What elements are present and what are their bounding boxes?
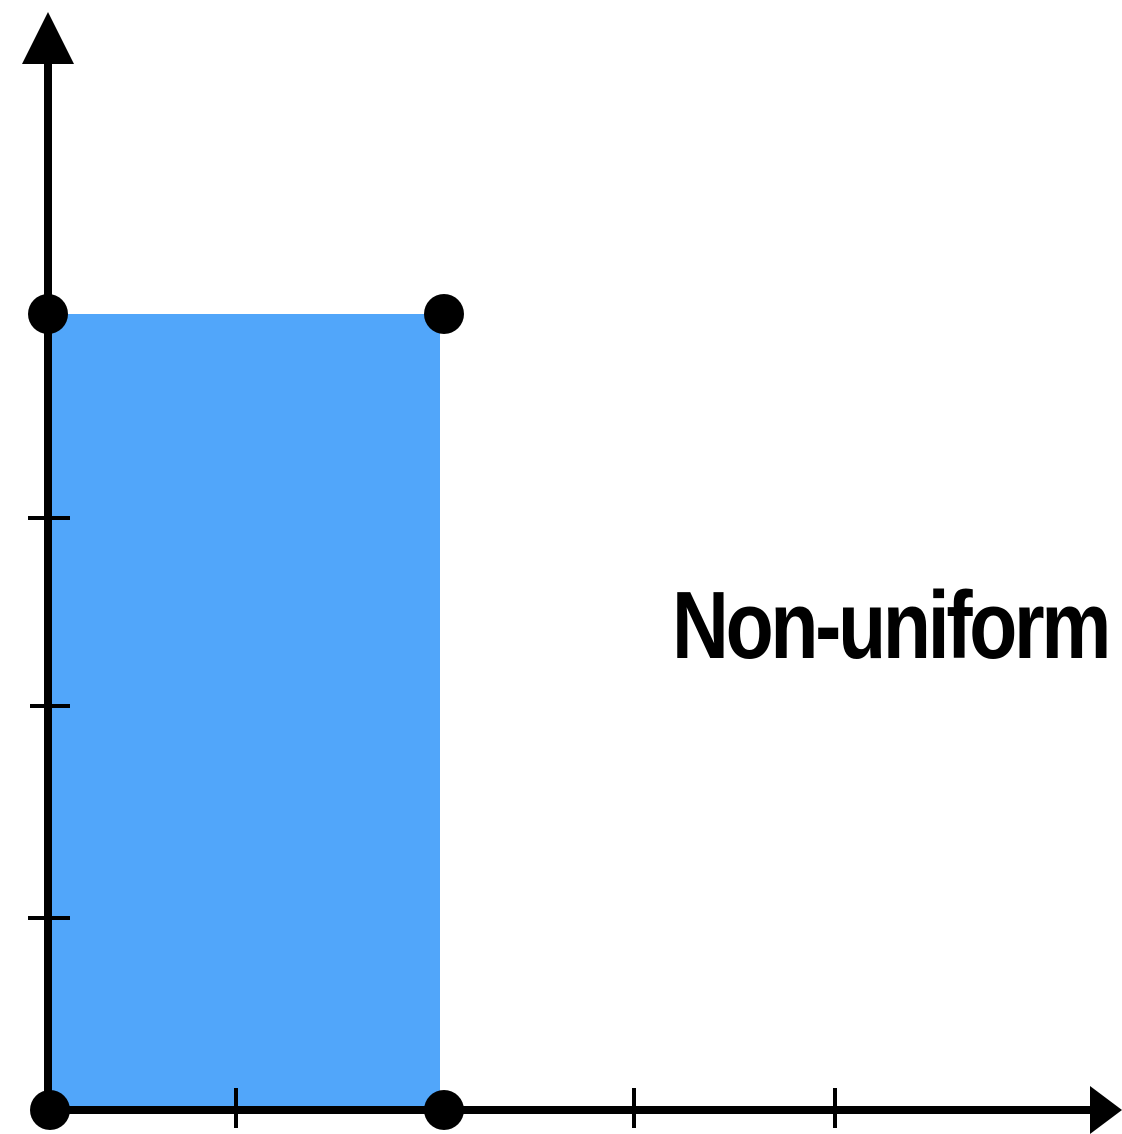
vertex-bottom-right — [424, 1090, 464, 1130]
vertex-top-left — [28, 294, 68, 334]
vertex-top-right — [424, 294, 464, 334]
shaded-rectangle — [48, 314, 440, 1112]
x-axis-arrowhead — [1090, 1086, 1122, 1134]
diagram-caption: Non-uniform — [672, 572, 1111, 679]
y-axis-arrowhead — [22, 12, 74, 64]
vertex-bottom-left — [30, 1090, 70, 1130]
